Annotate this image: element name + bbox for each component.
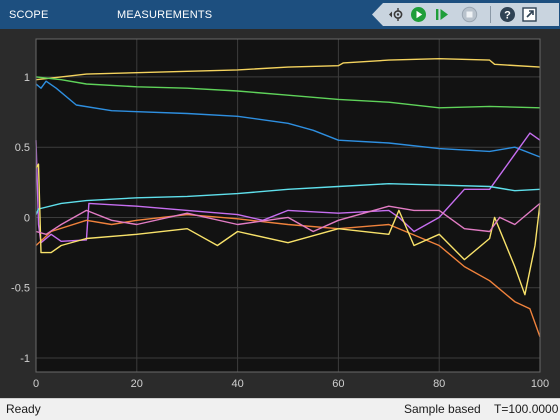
help-button[interactable]: ?: [498, 5, 517, 24]
series-line-6: [35, 213, 541, 338]
stop-button[interactable]: [460, 5, 479, 24]
undock-icon: [522, 7, 537, 22]
x-tick-label: 20: [131, 378, 143, 390]
x-tick-label: 60: [332, 378, 344, 390]
scope-display: 0 20 40 60 80 100 -1 -0.5 0 0.5 1: [0, 29, 560, 398]
help-icon: ?: [500, 7, 515, 22]
y-tick-label: 0: [24, 212, 30, 224]
svg-text:?: ?: [504, 10, 511, 22]
x-tick-label: 80: [433, 378, 445, 390]
y-tick-label: 0.5: [15, 142, 30, 154]
x-tick-label: 40: [231, 378, 243, 390]
series-line-2: [35, 76, 541, 109]
toolbar-separator: [490, 6, 491, 23]
x-tick-label: 100: [531, 378, 549, 390]
series-line-8: [35, 202, 541, 235]
series-line-3: [35, 80, 541, 158]
tab-scope[interactable]: SCOPE: [9, 9, 49, 21]
run-icon: [411, 7, 426, 22]
x-tick-label: 0: [33, 378, 39, 390]
toolstrip: SCOPE MEASUREMENTS: [0, 0, 560, 29]
axes-background: [36, 39, 540, 372]
scope-plot[interactable]: 0 20 40 60 80 100 -1 -0.5 0 0.5 1: [0, 29, 560, 398]
series-line-1: [35, 58, 541, 81]
signal-selector-icon: [389, 8, 403, 21]
y-tick-label: -0.5: [11, 283, 30, 295]
sample-mode-indicator: Sample based: [404, 402, 481, 416]
run-button[interactable]: [409, 5, 428, 24]
y-tick-label: 1: [24, 72, 30, 84]
status-bar: Ready Sample based T=100.0000: [0, 398, 560, 420]
status-text: Ready: [6, 402, 41, 416]
axes-border: [35, 38, 541, 373]
y-tick-label: -1: [20, 353, 30, 365]
undock-button[interactable]: [520, 5, 539, 24]
step-forward-button[interactable]: [433, 5, 452, 24]
tab-measurements[interactable]: MEASUREMENTS: [117, 9, 213, 21]
stop-icon: [461, 6, 478, 23]
quick-access-toolbar: ?: [372, 3, 559, 26]
signal-selector-button[interactable]: [386, 5, 405, 24]
simulation-time: T=100.0000: [494, 402, 559, 416]
step-forward-icon: [436, 9, 448, 20]
series-line-5: [35, 183, 541, 215]
series-line-7: [35, 163, 541, 296]
